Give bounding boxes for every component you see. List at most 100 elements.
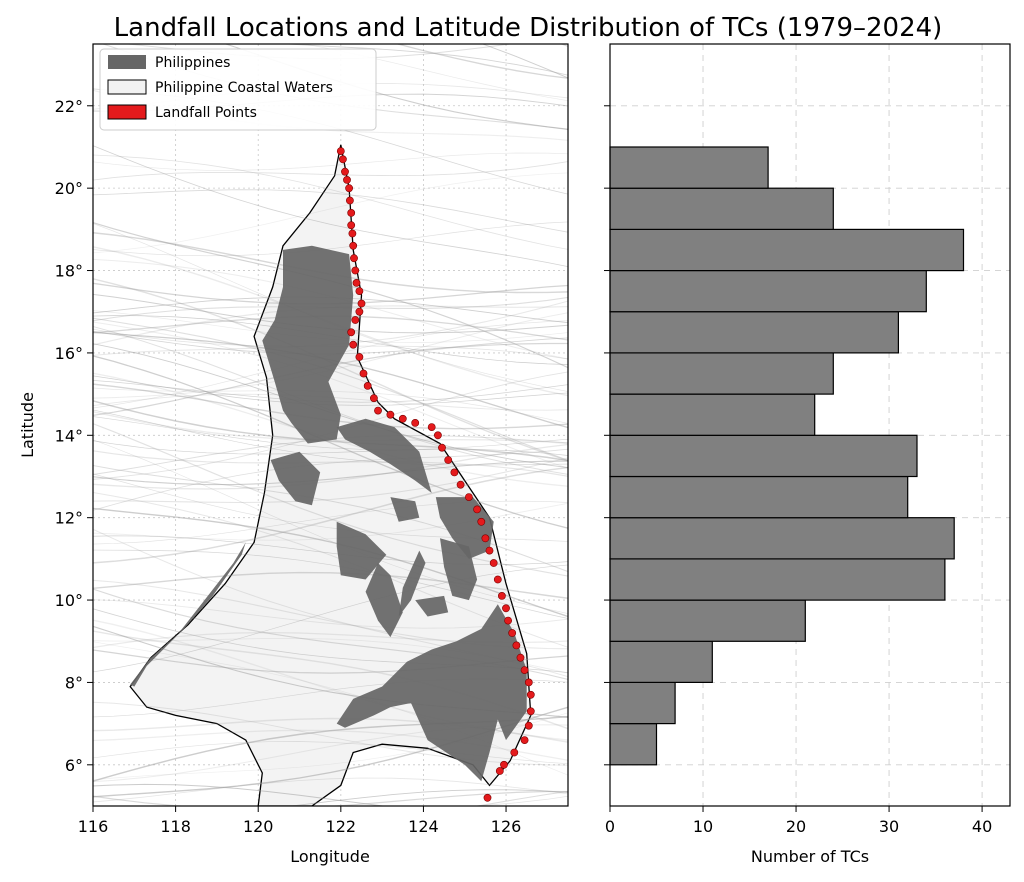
map-xtick-label: 122 <box>326 817 357 836</box>
cyclone-track <box>93 619 568 741</box>
landfall-point <box>347 208 356 217</box>
legend-swatch-coastal-waters <box>107 79 147 95</box>
landfall-points <box>336 147 535 802</box>
landmass-leyte <box>440 538 478 601</box>
landfall-point <box>359 369 368 378</box>
histogram-bar <box>609 681 676 725</box>
map-ytick-label: 16° <box>55 344 83 363</box>
cyclone-track <box>93 777 568 803</box>
cyclone-track <box>93 152 568 171</box>
landfall-point <box>341 167 349 176</box>
landfall-point <box>464 493 473 501</box>
cyclone-track <box>93 221 568 257</box>
cyclone-track <box>466 795 568 806</box>
cyclone-track <box>93 549 568 619</box>
landmass-bicol <box>336 418 432 493</box>
histogram-ticks: 0 10 20 30 40 <box>604 105 992 836</box>
cyclone-track <box>93 491 568 648</box>
philippines-landmass <box>130 245 527 782</box>
map-xtick-label: 124 <box>408 817 439 836</box>
cyclone-track <box>93 460 568 486</box>
histogram-xlabel: Number of TCs <box>751 847 869 866</box>
landfall-point <box>520 666 529 674</box>
landfall-point <box>347 328 356 337</box>
cyclone-track <box>474 790 568 806</box>
landmass-mindanao <box>336 604 527 782</box>
cyclone-track <box>93 790 568 806</box>
map-ylabel: Latitude <box>18 392 37 458</box>
map-ytick-label: 10° <box>55 591 83 610</box>
cyclone-track <box>93 473 568 542</box>
cyclone-track <box>395 44 568 79</box>
landfall-point <box>456 480 465 489</box>
landfall-point <box>350 254 358 263</box>
legend-label-philippines: Philippines <box>155 55 230 71</box>
landfall-point <box>497 592 506 600</box>
landfall-point <box>427 423 436 431</box>
histogram-panel: 0 10 20 30 40 Number of TCs <box>604 43 1011 866</box>
cyclone-track <box>93 448 568 511</box>
cyclone-track <box>93 507 568 618</box>
landmass-cebu <box>398 550 426 617</box>
landfall-point <box>526 690 535 699</box>
cyclone-track <box>93 423 568 577</box>
legend-swatch-landfall-points <box>107 104 147 120</box>
landfall-point <box>336 147 345 155</box>
landmass-mindoro <box>270 451 321 506</box>
landfall-point <box>363 381 372 390</box>
landmass-palawan <box>130 542 246 687</box>
cyclone-track <box>93 500 568 545</box>
map-legend: Philippines Philippine Coastal Waters La… <box>99 48 377 131</box>
cyclone-track <box>93 409 568 466</box>
cyclone-track <box>93 443 568 490</box>
cyclone-track <box>93 400 568 462</box>
landfall-point <box>374 406 382 415</box>
map-ticks: 116 118 120 122 124 126 6° 8° 10° 12° 14° 16° 18° 20°… <box>55 97 522 836</box>
coastal-waters-region <box>129 144 532 806</box>
histogram-bar <box>609 269 927 313</box>
landfall-point <box>345 184 353 193</box>
cyclone-track <box>93 457 568 504</box>
cyclone-track <box>93 717 568 743</box>
landfall-point <box>338 155 347 164</box>
landfall-point <box>411 418 420 427</box>
histogram-bar <box>609 640 713 684</box>
histogram-bar <box>609 599 806 642</box>
landfall-point <box>512 641 521 650</box>
landmass-panay <box>336 521 387 580</box>
landfall-point <box>481 534 490 543</box>
landfall-point <box>524 721 533 730</box>
cyclone-track <box>93 145 568 268</box>
map-ytick-label: 22° <box>55 97 83 116</box>
histogram-bars <box>609 146 965 766</box>
histogram-xtick-label: 20 <box>786 817 806 836</box>
histogram-bar <box>609 517 955 560</box>
cyclone-track <box>93 465 568 573</box>
landfall-point <box>343 175 351 184</box>
landfall-point <box>504 616 512 625</box>
landfall-point <box>526 707 535 716</box>
cyclone-track <box>93 564 568 673</box>
landmass-bohol <box>415 595 449 617</box>
cyclone-track <box>93 712 568 781</box>
cyclone-track <box>93 161 568 181</box>
cyclone-track <box>93 502 568 541</box>
histogram-bar <box>609 311 899 354</box>
histogram-bar <box>609 228 965 272</box>
landfall-point <box>520 736 529 744</box>
map-ytick-label: 14° <box>55 426 83 445</box>
landfall-point <box>444 456 453 464</box>
cyclone-track <box>93 599 568 629</box>
map-xtick-label: 118 <box>160 817 191 836</box>
landfall-point <box>477 517 486 526</box>
landfall-point <box>524 678 533 687</box>
landfall-point <box>495 767 504 775</box>
histogram-xtick-label: 30 <box>879 817 899 836</box>
landfall-point <box>473 505 481 514</box>
landfall-point <box>386 410 395 419</box>
map-ytick-label: 8° <box>65 673 83 692</box>
histogram-bar <box>609 558 946 601</box>
landfall-point <box>500 760 508 769</box>
landfall-point <box>355 307 364 316</box>
landfall-point <box>502 604 510 613</box>
